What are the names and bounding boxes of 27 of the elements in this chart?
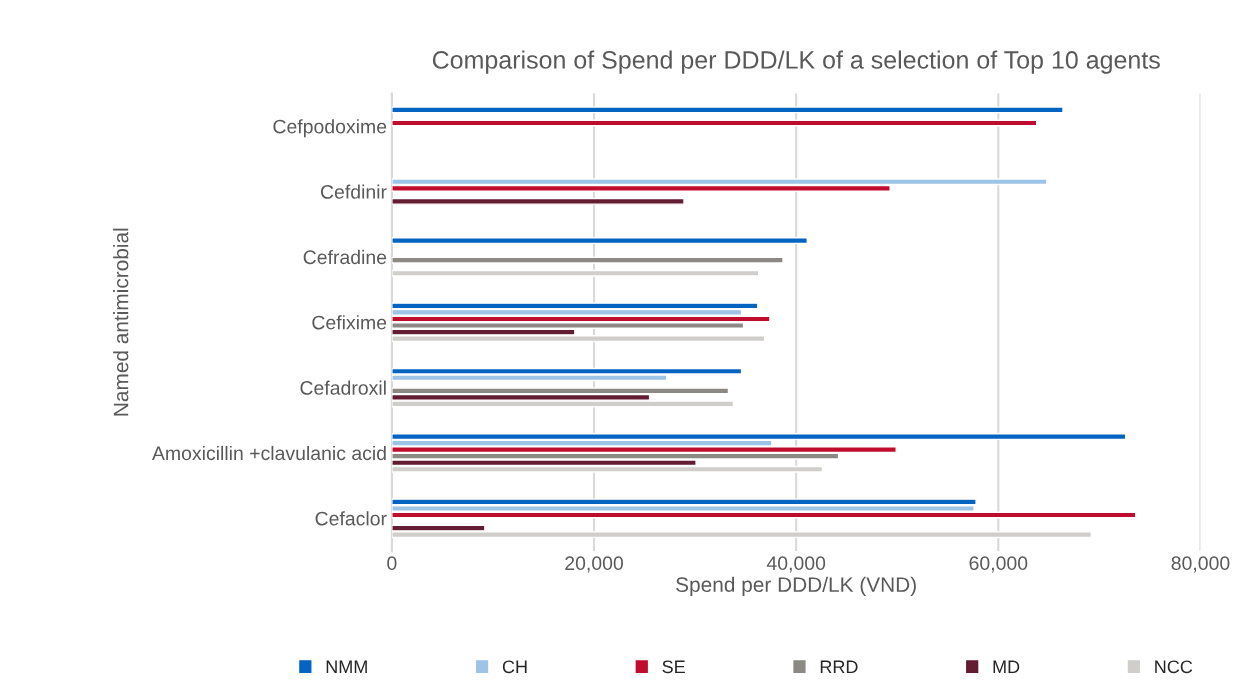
chart-title: Comparison of Spend per DDD/LK of a selection of Top 10 agents xyxy=(432,50,1160,74)
bar xyxy=(391,269,760,277)
legend-label: SE xyxy=(662,660,685,674)
y-tick-label: Cefdinir xyxy=(320,184,387,199)
bar xyxy=(391,256,784,264)
x-tick-label: 20,000 xyxy=(565,556,623,573)
y-tick-label: Cefaclor xyxy=(315,511,387,526)
y-axis-title: Named antimicrobial xyxy=(113,228,129,416)
x-tick-label: 60,000 xyxy=(969,556,1028,573)
x-axis-title: Spend per DDD/LK (VND) xyxy=(676,576,916,597)
y-tick-label: Amoxicillin +clavulanic acid xyxy=(151,445,386,461)
x-tick-label: 80,000 xyxy=(1171,556,1230,573)
y-tick-label: Cefixime xyxy=(312,315,387,330)
legend-label: CH xyxy=(502,660,527,674)
bar xyxy=(391,237,808,245)
bar xyxy=(391,106,1064,114)
bar xyxy=(391,197,685,205)
x-tick-label: 0 xyxy=(387,556,397,571)
legend-label: NMM xyxy=(326,660,367,673)
y-tick-label: Cefpodoxime xyxy=(273,119,387,138)
legend-label: NCC xyxy=(1155,660,1193,674)
y-tick-label: Cefadroxil xyxy=(300,380,386,395)
bar xyxy=(391,119,1038,127)
y-tick-label: Cefradine xyxy=(303,249,387,265)
legend-label: RRD xyxy=(820,660,858,673)
legend-label: MD xyxy=(993,660,1020,673)
x-tick-label: 40,000 xyxy=(766,556,826,573)
